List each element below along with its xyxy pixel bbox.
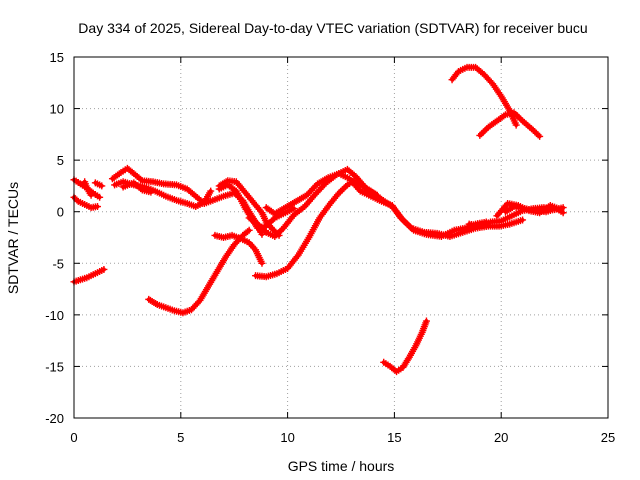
axis-ticks: 0 5 10 15 20 25 -20 -15 -10 -5 0 5 10 15 bbox=[45, 50, 615, 445]
plot-frame bbox=[73, 56, 609, 419]
x-tick-label: 20 bbox=[494, 430, 508, 445]
data-point bbox=[311, 190, 319, 198]
data-point bbox=[529, 126, 537, 134]
data-point bbox=[303, 191, 311, 199]
y-tick-label: 5 bbox=[57, 153, 64, 168]
series-arc3 bbox=[81, 178, 95, 199]
y-tick-label: 15 bbox=[50, 50, 64, 65]
data-point bbox=[307, 186, 315, 194]
x-axis-label: GPS time / hours bbox=[288, 458, 395, 474]
data-point bbox=[304, 190, 312, 198]
x-tick-label: 15 bbox=[387, 430, 401, 445]
y-tick-label: -15 bbox=[45, 359, 64, 374]
data-point bbox=[244, 228, 252, 236]
data-point bbox=[534, 131, 542, 139]
data-series bbox=[70, 63, 567, 376]
x-tick-label: 25 bbox=[601, 430, 615, 445]
data-point bbox=[87, 191, 95, 199]
grid-lines bbox=[74, 57, 608, 418]
series-arc15 bbox=[145, 226, 253, 317]
data-point bbox=[316, 185, 324, 193]
series-arc2 bbox=[70, 193, 101, 212]
data-point bbox=[290, 205, 298, 213]
series-arc19 bbox=[448, 63, 520, 129]
y-tick-label: 10 bbox=[50, 102, 64, 117]
data-point bbox=[147, 188, 155, 196]
series-arc18 bbox=[501, 203, 567, 217]
data-point bbox=[519, 216, 527, 224]
x-tick-label: 0 bbox=[70, 430, 77, 445]
data-point bbox=[317, 184, 325, 192]
x-tick-label: 5 bbox=[177, 430, 184, 445]
y-tick-label: -10 bbox=[45, 308, 64, 323]
series-arc12 bbox=[245, 165, 381, 240]
series-arc8 bbox=[119, 179, 155, 196]
series-arc20 bbox=[476, 109, 544, 140]
y-tick-label: 0 bbox=[57, 205, 64, 220]
data-point bbox=[310, 183, 318, 191]
data-point bbox=[258, 230, 266, 238]
data-point bbox=[408, 225, 416, 233]
y-tick-label: -5 bbox=[52, 256, 64, 271]
data-point bbox=[306, 188, 314, 196]
data-point bbox=[559, 209, 567, 217]
data-point bbox=[100, 265, 108, 273]
data-point bbox=[531, 128, 539, 136]
data-point bbox=[73, 196, 81, 204]
x-tick-label: 10 bbox=[280, 430, 294, 445]
data-point bbox=[98, 182, 106, 190]
data-point bbox=[309, 185, 317, 193]
y-axis-label: SDTVAR / TECUs bbox=[5, 182, 21, 294]
data-point bbox=[258, 259, 266, 267]
data-point bbox=[532, 129, 540, 137]
data-point bbox=[269, 225, 277, 233]
series-arc4 bbox=[91, 179, 106, 190]
data-point bbox=[207, 187, 215, 195]
series-arc5 bbox=[70, 265, 108, 286]
data-point bbox=[93, 203, 101, 211]
data-point bbox=[314, 187, 322, 195]
data-point bbox=[512, 121, 520, 129]
chart-title: Day 334 of 2025, Sidereal Day-to-day VTE… bbox=[78, 20, 587, 36]
series-arc21 bbox=[380, 317, 430, 376]
data-point bbox=[422, 317, 430, 325]
data-point bbox=[245, 226, 253, 234]
data-point bbox=[96, 193, 104, 201]
y-tick-label: -20 bbox=[45, 411, 64, 426]
data-point bbox=[536, 132, 544, 140]
series-arc14 bbox=[252, 177, 490, 281]
data-point bbox=[313, 189, 321, 197]
